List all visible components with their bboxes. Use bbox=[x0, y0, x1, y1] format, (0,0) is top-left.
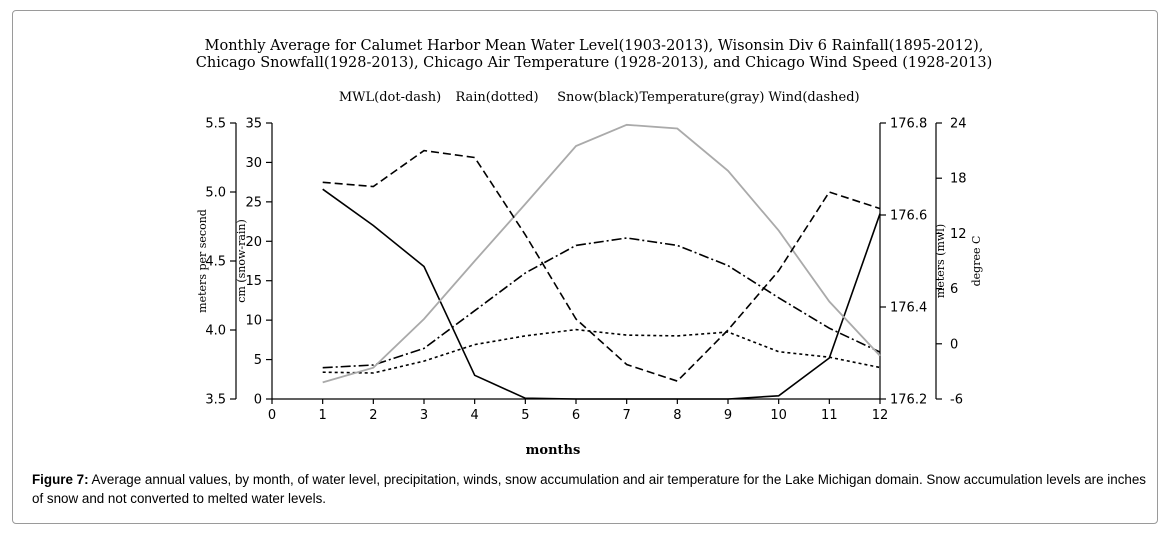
wind-tick-label: 3.5 bbox=[205, 393, 226, 408]
series-group bbox=[322, 123, 881, 400]
precip-tick-label: 20 bbox=[245, 235, 262, 250]
wind-tick-label: 5.0 bbox=[205, 186, 226, 201]
chart-subtitle: Chicago Snowfall(1928-2013), Chicago Air… bbox=[196, 55, 992, 71]
legend-item: MWL(dot-dash) bbox=[339, 90, 441, 105]
temp-tick-label: 24 bbox=[950, 117, 967, 132]
x-tick-label: 0 bbox=[268, 408, 276, 423]
legend-item: Wind(dashed) bbox=[768, 90, 859, 105]
precip-tick-label: 30 bbox=[245, 156, 262, 171]
mwl-tick-label: 176.8 bbox=[890, 117, 927, 132]
x-axis-label: months bbox=[526, 443, 581, 458]
x-tick-label: 2 bbox=[369, 408, 377, 423]
figure-frame bbox=[12, 10, 1158, 524]
caption-text: Average annual values, by month, of wate… bbox=[32, 472, 1146, 506]
temp-tick-label: 18 bbox=[950, 172, 967, 187]
series-line-wind bbox=[322, 149, 881, 383]
caption-label: Figure 7: bbox=[32, 472, 89, 487]
x-tick-label: 7 bbox=[623, 408, 631, 423]
temp-tick-label: -6 bbox=[950, 393, 963, 408]
x-tick-label: 5 bbox=[521, 408, 529, 423]
precip-tick-label: 25 bbox=[245, 195, 262, 210]
wind-axis-label: meters per second bbox=[196, 209, 209, 313]
series-line-mwl bbox=[322, 237, 881, 369]
mwl-tick-label: 176.2 bbox=[890, 393, 927, 408]
legend-item: Snow(black) bbox=[557, 90, 639, 105]
temp-tick-label: 0 bbox=[950, 337, 958, 352]
wind-tick-label: 4.5 bbox=[205, 255, 226, 270]
precip-tick-label: 5 bbox=[254, 353, 262, 368]
x-tick-label: 4 bbox=[471, 408, 479, 423]
temp-tick-label: 12 bbox=[950, 227, 967, 242]
x-tick-label: 12 bbox=[872, 408, 889, 423]
temp-axis-label: degree C bbox=[970, 236, 983, 287]
x-tick-label: 10 bbox=[770, 408, 787, 423]
series-line-snow bbox=[322, 188, 881, 400]
wind-tick-label: 5.5 bbox=[205, 117, 226, 132]
x-tick-label: 11 bbox=[821, 408, 838, 423]
chart-title: Monthly Average for Calumet Harbor Mean … bbox=[205, 38, 984, 54]
precip-tick-label: 10 bbox=[245, 314, 262, 329]
series-line-rain bbox=[322, 328, 881, 374]
x-tick-label: 9 bbox=[724, 408, 732, 423]
x-tick-label: 8 bbox=[673, 408, 681, 423]
legend: MWL(dot-dash) Rain(dotted) Snow(black) Temp… bbox=[339, 90, 860, 105]
figure-caption: Figure 7: Average annual values, by mont… bbox=[32, 470, 1148, 508]
temp-tick-label: 6 bbox=[950, 282, 958, 297]
series-line-temperature bbox=[322, 123, 881, 384]
precip-axis-label: cm (snow-rain) bbox=[235, 219, 248, 303]
precip-tick-label: 35 bbox=[245, 117, 262, 132]
mwl-tick-label: 176.4 bbox=[890, 301, 927, 316]
precip-tick-label: 0 bbox=[254, 393, 262, 408]
mwl-tick-label: 176.6 bbox=[890, 209, 927, 224]
chart-area: Monthly Average for Calumet Harbor Mean … bbox=[196, 38, 992, 458]
legend-item: Temperature(gray) bbox=[640, 90, 765, 105]
x-tick-label: 1 bbox=[319, 408, 327, 423]
mwl-axis-label: meters (mwl) bbox=[934, 224, 947, 298]
precip-tick-label: 15 bbox=[245, 274, 262, 289]
wind-tick-label: 4.0 bbox=[205, 324, 226, 339]
legend-item: Rain(dotted) bbox=[455, 90, 538, 105]
x-tick-label: 3 bbox=[420, 408, 428, 423]
x-tick-label: 6 bbox=[572, 408, 580, 423]
